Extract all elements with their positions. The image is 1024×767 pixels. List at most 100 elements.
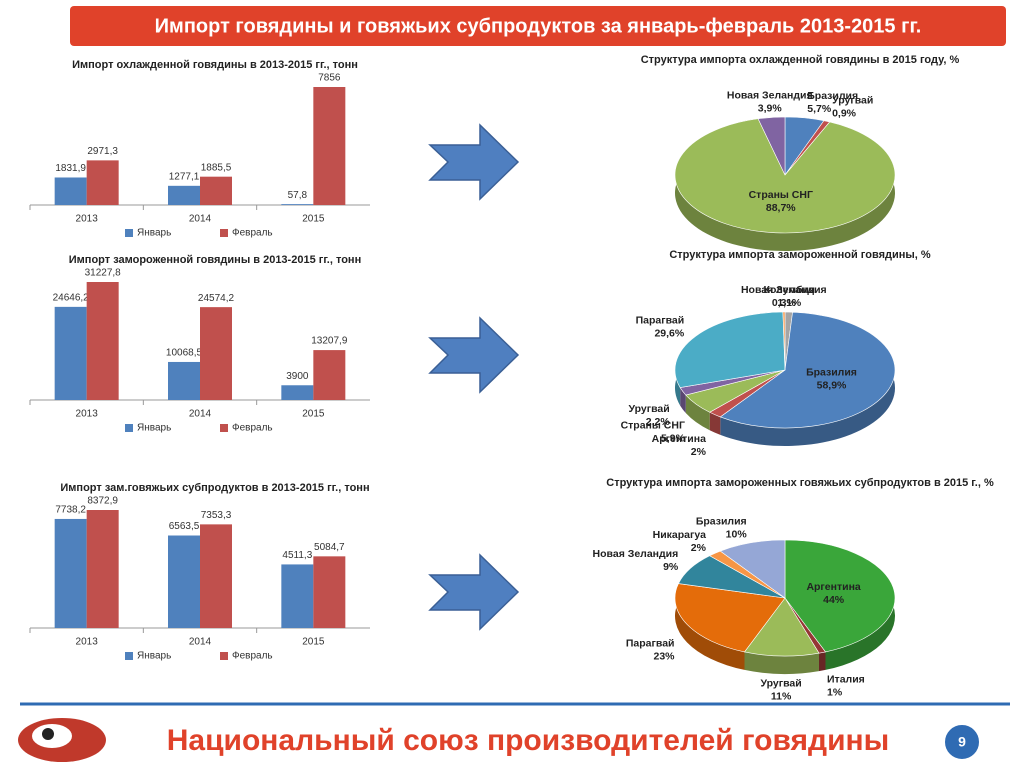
x-tick-label: 2014: [189, 214, 212, 225]
pie-label: Парагвай: [626, 637, 675, 649]
value-label: 7353,3: [201, 510, 232, 521]
value-label: 24646,2: [53, 293, 90, 304]
arrow: [428, 123, 520, 201]
legend-swatch: [220, 229, 228, 237]
pie-value-label: 88,7%: [766, 202, 796, 214]
pie-value-label: 29,6%: [654, 328, 684, 340]
legend-swatch: [220, 424, 228, 432]
legend-swatch: [220, 652, 228, 660]
pie-value-label: 3,9%: [758, 102, 783, 114]
bar: [200, 176, 232, 205]
value-label: 8372,9: [87, 496, 118, 507]
bar: [313, 556, 346, 628]
pie-value-label: 0,9%: [832, 107, 857, 119]
chart-title: Импорт замороженной говядины в 2013-2015…: [69, 254, 361, 266]
pie-value-label: 2%: [691, 542, 707, 554]
pie-slice: [674, 583, 786, 653]
pie-label: Страны СНГ: [621, 419, 685, 431]
value-label: 4511,3: [282, 550, 312, 561]
page-badge: [943, 723, 981, 761]
pie-label: Парагвай: [636, 315, 685, 327]
pie-label: Италия: [827, 673, 865, 685]
pie-label: Аргентина: [806, 581, 860, 593]
value-label: 57,8: [288, 190, 308, 201]
pie-label: Бразилия: [806, 367, 857, 379]
pie-value-label: 44%: [823, 594, 845, 606]
value-label: 1831,9: [55, 163, 86, 174]
value-label: 10068,5: [166, 348, 203, 359]
bar: [200, 307, 232, 400]
pie-value-label: 10%: [726, 528, 748, 540]
pie-label: Бразилия: [696, 515, 747, 527]
x-tick-label: 2015: [302, 409, 325, 420]
x-tick-label: 2013: [76, 409, 99, 420]
value-label: 31227,8: [85, 268, 122, 279]
chart-title: Импорт охлажденной говядины в 2013-2015 …: [72, 59, 358, 71]
bar: [86, 160, 119, 205]
value-label: 1885,5: [201, 162, 232, 173]
pie-label: Страны СНГ: [749, 189, 813, 201]
value-label: 7738,2: [55, 505, 86, 516]
legend-swatch: [125, 652, 133, 660]
bar: [168, 361, 200, 400]
pie-value-label: 58,9%: [817, 380, 847, 392]
pie-value-label: 11%: [771, 691, 792, 703]
pie-value-label: 5,7%: [807, 103, 832, 115]
pie-label: Аргентина: [652, 433, 706, 445]
pie-slice: [674, 311, 786, 388]
header-band: [70, 6, 1006, 46]
legend-swatch: [125, 424, 133, 432]
value-label: 5084,7: [314, 542, 345, 553]
footer-text: Национальный союз производителей говядин…: [167, 724, 890, 757]
pie-slice: [743, 597, 820, 657]
bar: [200, 524, 232, 628]
bar: [86, 282, 119, 400]
pie-side: [720, 312, 895, 446]
bar: [54, 518, 87, 628]
value-label: 3900: [286, 371, 309, 382]
pie-side: [680, 387, 686, 414]
chart-title: Структура импорта замороженных говяжьих …: [606, 477, 994, 489]
pie-value-label: 23%: [653, 650, 675, 662]
bar: [54, 306, 87, 400]
page-number: 9: [958, 734, 966, 750]
pie-label: Никарагуа: [653, 529, 706, 541]
x-tick-label: 2013: [76, 214, 99, 225]
bar: [86, 510, 119, 628]
value-label: 7856: [318, 73, 341, 84]
arrows: [428, 123, 520, 631]
chart-title: Структура импорта охлажденной говядины в…: [641, 54, 960, 66]
header-title: Импорт говядины и говяжьих субпродуктов …: [155, 15, 922, 37]
value-label: 24574,2: [198, 293, 235, 304]
pie-slice: [757, 116, 786, 176]
chart-title: Структура импорта замороженной говядины,…: [669, 249, 931, 261]
x-tick-label: 2013: [76, 637, 99, 648]
value-label: 2971,3: [87, 146, 118, 157]
logo: [18, 718, 106, 762]
pie-slice: [674, 118, 896, 234]
bar: [313, 87, 346, 205]
bar: [281, 204, 314, 205]
bar: [54, 177, 87, 205]
value-label: 1277,1: [169, 171, 200, 182]
bar: [281, 564, 314, 628]
pie-value-label: 1,1%: [777, 297, 802, 309]
pie-side: [744, 651, 819, 674]
x-tick-label: 2014: [189, 409, 212, 420]
pie-value-label: 9%: [663, 561, 679, 573]
x-tick-label: 2015: [302, 214, 325, 225]
pie-value-label: 1%: [827, 686, 843, 698]
pie-side: [709, 412, 721, 435]
value-label: 6563,5: [169, 521, 200, 532]
pie-value-label: 0,3%: [772, 297, 797, 309]
chart-title: Импорт зам.говяжьих субпродуктов в 2013-…: [60, 482, 369, 494]
x-tick-label: 2015: [302, 637, 325, 648]
legend-swatch: [125, 229, 133, 237]
pie-label: Колумбия: [764, 284, 816, 296]
pie-side: [685, 395, 710, 431]
pie-label: Уругвай: [832, 94, 873, 106]
pie-side: [675, 583, 745, 670]
bar: [281, 385, 314, 400]
